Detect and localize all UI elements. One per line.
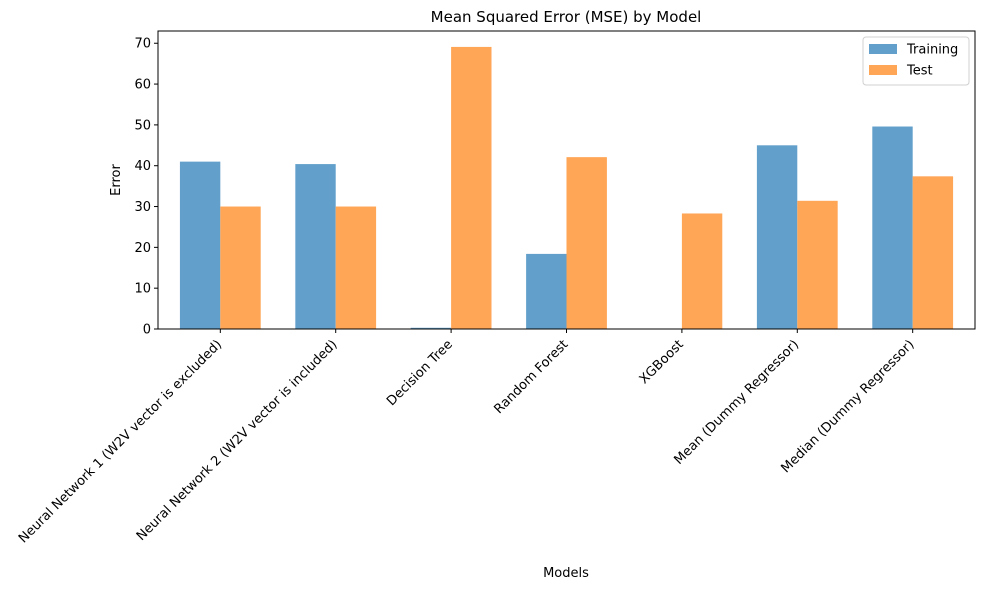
x-tick-label: Neural Network 2 (W2V vector is included… [134, 337, 341, 544]
x-tick-label: XGBoost [637, 337, 687, 387]
legend: Training Test [863, 37, 969, 85]
bar-test-6 [913, 176, 953, 329]
x-axis-ticks: Neural Network 1 (W2V vector is excluded… [16, 329, 917, 546]
y-tick-label: 0 [143, 323, 151, 338]
y-tick-label: 50 [134, 118, 151, 133]
x-axis-label: Models [543, 566, 589, 581]
y-tick-label: 40 [134, 159, 151, 174]
bar-training-5 [757, 145, 797, 329]
legend-label-test: Test [906, 64, 933, 79]
bar-training-3 [526, 254, 566, 329]
x-tick-label: Mean (Dummy Regressor) [672, 337, 803, 468]
bar-test-3 [567, 157, 607, 329]
legend-swatch-test [869, 65, 897, 75]
x-tick-label: Median (Dummy Regressor) [779, 337, 918, 476]
y-tick-label: 70 [134, 37, 151, 52]
bar-test-0 [220, 207, 260, 329]
y-axis-ticks: 0 10 20 30 40 50 60 70 [134, 37, 158, 338]
y-tick-label: 20 [134, 241, 151, 256]
legend-swatch-training [869, 44, 897, 54]
bar-training-6 [872, 127, 912, 329]
bar-training-0 [180, 162, 220, 329]
legend-label-training: Training [906, 43, 958, 58]
bar-test-5 [797, 201, 837, 329]
chart-title: Mean Squared Error (MSE) by Model [431, 8, 702, 26]
y-tick-label: 30 [134, 200, 151, 215]
x-tick-label: Decision Tree [384, 337, 456, 409]
y-axis-label: Error [109, 164, 124, 196]
bar-training-1 [295, 164, 335, 329]
y-tick-label: 60 [134, 78, 151, 93]
bar-test-1 [336, 207, 376, 329]
bars-layer [180, 47, 953, 329]
y-tick-label: 10 [134, 282, 151, 297]
x-tick-label: Neural Network 1 (W2V vector is excluded… [16, 337, 225, 546]
bar-test-4 [682, 213, 722, 329]
bar-test-2 [451, 47, 491, 329]
x-tick-label: Random Forest [492, 337, 572, 417]
